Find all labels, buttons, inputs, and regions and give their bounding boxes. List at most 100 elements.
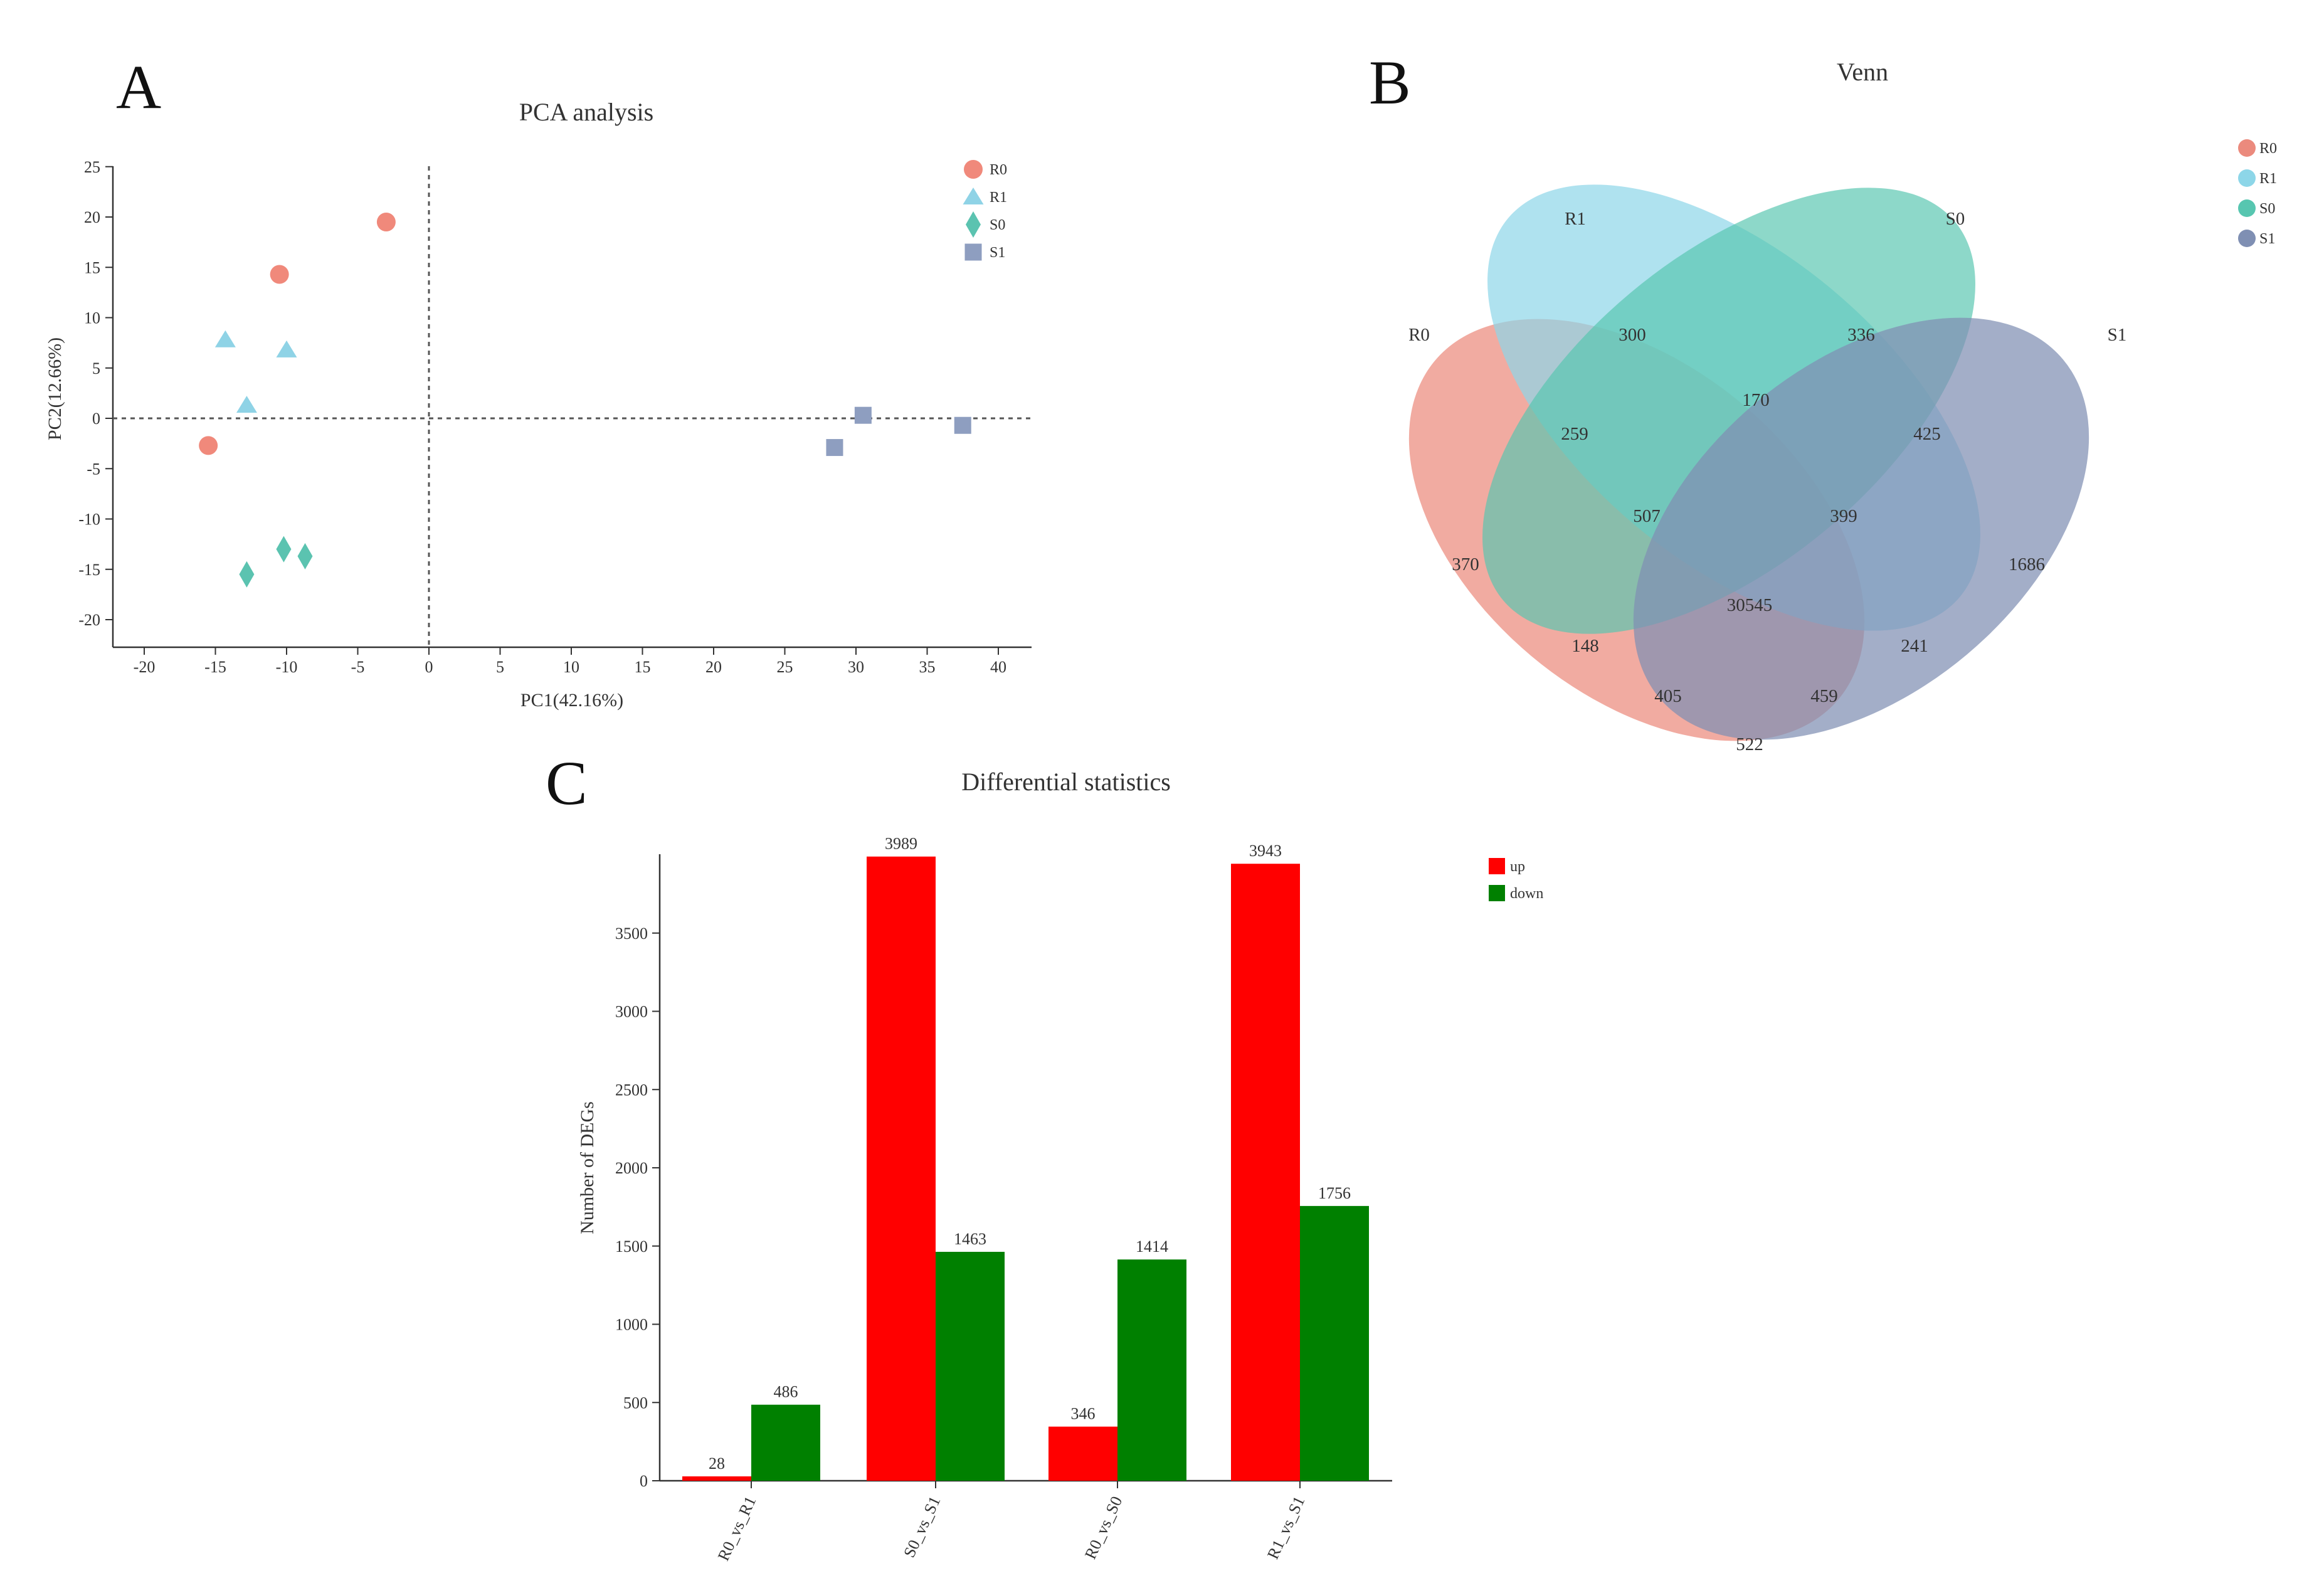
- pca-x-tick-label: -15: [204, 658, 226, 676]
- venn-legend: R0 R1 S0 S1: [2238, 139, 2277, 247]
- deg-bar-label-down-R0_vs_S0: 1414: [1136, 1237, 1168, 1256]
- pca-points: [199, 213, 971, 588]
- venn-region-r0-s0-s1: 405: [1654, 686, 1682, 706]
- venn-region-r0-r1: 259: [1561, 424, 1588, 444]
- panel-b: B Venn R0 R1 S0 S1 300 336 170 259 425 5…: [1369, 48, 2277, 754]
- pca-point-r0: [199, 436, 218, 455]
- deg-x-tick-label: S0_vs_S1: [900, 1493, 944, 1560]
- pca-legend-label-r1: R1: [990, 189, 1007, 206]
- pca-title: PCA analysis: [519, 98, 653, 126]
- deg-bar-down-S0_vs_S1: [936, 1251, 1005, 1481]
- pca-legend-label-s1: S1: [990, 245, 1005, 261]
- deg-legend-swatch-up: [1489, 858, 1505, 874]
- deg-bar-label-down-R0_vs_R1: 486: [774, 1383, 798, 1401]
- pca-y-tick-label: -20: [78, 611, 100, 629]
- pca-point-s0: [297, 543, 313, 569]
- pca-point-s1: [826, 439, 843, 457]
- deg-legend: up down: [1489, 858, 1543, 902]
- venn-region-r0: 370: [1452, 554, 1479, 574]
- venn-legend-label-s1: S1: [2259, 231, 2275, 247]
- pca-y-tick-label: -5: [87, 460, 100, 478]
- venn-set-label-r1: R1: [1565, 209, 1586, 229]
- pca-x-tick-label: 0: [425, 658, 433, 676]
- venn-legend-label-s0: S0: [2259, 201, 2275, 217]
- deg-y-tick-label: 2000: [615, 1159, 648, 1177]
- deg-bar-down-R0_vs_S0: [1117, 1259, 1186, 1481]
- deg-x-tick-label: R0_vs_R1: [714, 1493, 760, 1564]
- venn-region-s1: 1686: [2009, 554, 2045, 574]
- panel-b-letter: B: [1369, 48, 1411, 117]
- pca-y-tick-label: 5: [92, 359, 100, 378]
- pca-point-s0: [239, 561, 255, 588]
- pca-y-tick-label: 15: [84, 258, 100, 277]
- venn-region-s0-s1: 425: [1913, 424, 1941, 444]
- deg-bar-up-R0_vs_R1: [682, 1476, 751, 1481]
- pca-point-s1: [854, 406, 872, 424]
- venn-legend-swatch-r1: [2238, 169, 2256, 187]
- pca-y-tick-label: 0: [92, 410, 100, 428]
- deg-bar-up-R1_vs_S1: [1231, 864, 1300, 1481]
- venn-set-label-r0: R0: [1408, 325, 1430, 345]
- venn-ellipse-s1: [1633, 317, 2089, 740]
- pca-legend-marker-s1: [964, 243, 982, 261]
- venn-legend-swatch-s1: [2238, 230, 2256, 247]
- pca-legend-marker-r1: [963, 188, 984, 204]
- venn-title: Venn: [1837, 58, 1888, 86]
- venn-ellipse-s0: [1482, 188, 1975, 634]
- pca-legend: R0 R1 S0 S1: [963, 160, 1007, 261]
- deg-bars: 28 486 3989 1463 346 1414 3943 1756: [682, 835, 1369, 1481]
- deg-bar-label-up-R0_vs_R1: 28: [709, 1454, 725, 1473]
- deg-y-tick-label: 0: [640, 1472, 648, 1490]
- pca-x-tick-label: 30: [848, 658, 864, 676]
- deg-title: Differential statistics: [961, 768, 1171, 796]
- pca-x-ticks: -20 -15 -10 -5 0 5 10 15 20 25 30 35 40: [134, 647, 1006, 676]
- deg-y-tick-label: 1000: [615, 1316, 648, 1334]
- venn-legend-swatch-s0: [2238, 199, 2256, 217]
- venn-region-r0-s1: 522: [1736, 734, 1763, 754]
- pca-x-tick-label: -10: [276, 658, 298, 676]
- pca-x-tick-label: -20: [134, 658, 156, 676]
- pca-x-label: PC1(42.16%): [520, 690, 623, 711]
- venn-legend-label-r0: R0: [2259, 140, 2277, 157]
- deg-y-ticks: 0 500 1000 1500 2000 2500 3000 3500: [615, 924, 660, 1490]
- pca-y-tick-label: 20: [84, 208, 100, 226]
- pca-point-r1: [276, 340, 297, 357]
- pca-x-tick-label: 15: [635, 658, 651, 676]
- venn-set-label-s0: S0: [1946, 209, 1965, 229]
- venn-region-r0-r1-s0: 507: [1633, 506, 1661, 526]
- pca-point-s1: [954, 416, 971, 434]
- pca-x-tick-label: -5: [351, 658, 365, 676]
- pca-y-tick-label: -15: [78, 561, 100, 579]
- pca-legend-label-r0: R0: [990, 162, 1007, 178]
- deg-bar-down-R1_vs_S1: [1300, 1205, 1369, 1481]
- venn-legend-label-r1: R1: [2259, 171, 2277, 187]
- deg-x-tick-label: R1_vs_S1: [1264, 1493, 1308, 1562]
- pca-point-r0: [270, 265, 289, 284]
- deg-y-tick-label: 3500: [615, 924, 648, 943]
- venn-region-r1-s0-s1: 399: [1830, 506, 1857, 526]
- pca-x-tick-label: 25: [777, 658, 793, 676]
- deg-y-tick-label: 500: [623, 1394, 648, 1412]
- pca-y-ticks: 25 20 15 10 5 0 -5 -10 -15 -20: [78, 158, 113, 629]
- panel-a-letter: A: [116, 52, 161, 122]
- venn-region-r1: 300: [1619, 325, 1646, 345]
- deg-y-tick-label: 2500: [615, 1081, 648, 1099]
- pca-point-s0: [276, 536, 292, 563]
- pca-x-tick-label: 5: [496, 658, 504, 676]
- venn-set-label-s1: S1: [2108, 325, 2127, 345]
- pca-x-tick-label: 10: [563, 658, 579, 676]
- pca-legend-marker-r0: [964, 160, 983, 179]
- deg-bar-label-up-R0_vs_S0: 346: [1071, 1405, 1096, 1423]
- venn-region-r1-s1: 241: [1901, 636, 1928, 656]
- deg-x-ticks: R0_vs_R1 S0_vs_S1 R0_vs_S0 R1_vs_S1: [714, 1481, 1308, 1564]
- venn-region-r0-s0: 148: [1571, 636, 1599, 656]
- panel-c-letter: C: [546, 748, 588, 818]
- deg-x-tick-label: R0_vs_S0: [1081, 1493, 1126, 1562]
- deg-bar-label-up-S0_vs_S1: 3989: [885, 835, 917, 853]
- pca-point-r1: [236, 396, 257, 413]
- deg-bar-down-R0_vs_R1: [751, 1404, 820, 1481]
- pca-legend-label-s0: S0: [990, 217, 1005, 233]
- deg-bar-label-up-R1_vs_S1: 3943: [1249, 842, 1282, 860]
- pca-x-tick-label: 35: [919, 658, 936, 676]
